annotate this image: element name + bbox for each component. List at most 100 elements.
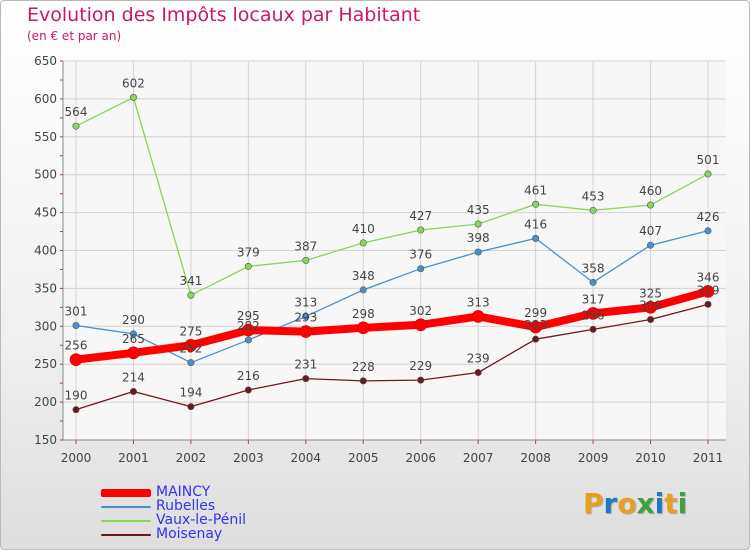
data-point-rubelles bbox=[647, 241, 655, 249]
data-point-vaux-le-pénil bbox=[72, 122, 80, 130]
data-label-vaux-le-pénil: 460 bbox=[639, 184, 662, 198]
y-tick-label: 150 bbox=[34, 433, 57, 447]
x-tick-label: 2003 bbox=[233, 451, 264, 465]
legend-label: Rubelles bbox=[156, 498, 216, 514]
data-point-vaux-le-pénil bbox=[417, 226, 425, 234]
data-label-maincy: 313 bbox=[467, 295, 490, 309]
data-point-vaux-le-pénil bbox=[359, 239, 367, 247]
data-label-maincy: 265 bbox=[122, 332, 145, 346]
logo-letter: r bbox=[603, 487, 618, 520]
data-point-moisenay bbox=[532, 335, 540, 343]
logo-letter: P bbox=[583, 487, 604, 520]
x-tick-label: 2000 bbox=[61, 451, 92, 465]
legend-item: Moisenay bbox=[101, 526, 301, 542]
data-label-vaux-le-pénil: 435 bbox=[467, 203, 490, 217]
data-label-vaux-le-pénil: 461 bbox=[524, 183, 547, 197]
data-label-maincy: 325 bbox=[639, 286, 662, 300]
data-label-vaux-le-pénil: 501 bbox=[697, 153, 720, 167]
data-point-vaux-le-pénil bbox=[474, 220, 482, 228]
data-label-rubelles: 398 bbox=[467, 231, 490, 245]
x-tick-label: 2008 bbox=[520, 451, 551, 465]
data-label-rubelles: 301 bbox=[65, 305, 88, 319]
data-label-rubelles: 282 bbox=[237, 319, 260, 333]
y-tick-label: 600 bbox=[34, 92, 57, 106]
data-point-moisenay bbox=[474, 369, 482, 377]
data-label-vaux-le-pénil: 341 bbox=[179, 274, 202, 288]
y-tick-label: 650 bbox=[34, 54, 57, 68]
data-point-rubelles bbox=[704, 227, 712, 235]
data-label-vaux-le-pénil: 564 bbox=[65, 105, 88, 119]
data-point-vaux-le-pénil bbox=[187, 291, 195, 299]
data-label-maincy: 317 bbox=[582, 292, 605, 306]
data-point-moisenay bbox=[589, 325, 597, 333]
data-point-moisenay bbox=[244, 386, 252, 394]
data-point-maincy bbox=[529, 320, 542, 334]
data-point-maincy bbox=[242, 323, 255, 337]
data-label-vaux-le-pénil: 379 bbox=[237, 245, 260, 259]
legend-item: Vaux-le-Pénil bbox=[101, 512, 301, 528]
data-point-rubelles bbox=[187, 359, 195, 367]
y-tick-label: 200 bbox=[34, 395, 57, 409]
data-point-rubelles bbox=[302, 312, 310, 320]
data-point-moisenay bbox=[704, 300, 712, 308]
x-tick-label: 2006 bbox=[405, 451, 436, 465]
data-label-rubelles: 313 bbox=[294, 295, 317, 309]
data-point-rubelles bbox=[589, 278, 597, 286]
data-label-moisenay: 239 bbox=[467, 352, 490, 366]
y-tick-label: 450 bbox=[34, 206, 57, 220]
data-label-vaux-le-pénil: 602 bbox=[122, 76, 145, 90]
data-point-maincy bbox=[644, 301, 657, 314]
data-label-rubelles: 348 bbox=[352, 269, 375, 283]
data-label-rubelles: 290 bbox=[122, 313, 145, 327]
y-tick-label: 250 bbox=[34, 357, 57, 371]
data-point-moisenay bbox=[72, 406, 80, 414]
data-point-maincy bbox=[586, 307, 600, 320]
data-label-moisenay: 194 bbox=[179, 386, 202, 400]
data-label-rubelles: 407 bbox=[639, 224, 662, 238]
logo-letter: x bbox=[636, 487, 655, 520]
data-label-moisenay: 216 bbox=[237, 369, 260, 383]
x-tick-label: 2004 bbox=[291, 451, 322, 465]
data-label-moisenay: 228 bbox=[352, 360, 375, 374]
legend-swatch bbox=[101, 520, 151, 522]
logo-letter: t bbox=[664, 487, 678, 520]
data-point-moisenay bbox=[647, 315, 655, 323]
data-point-rubelles bbox=[417, 265, 425, 273]
data-label-vaux-le-pénil: 410 bbox=[352, 222, 375, 236]
data-label-moisenay: 231 bbox=[294, 358, 317, 372]
data-label-vaux-le-pénil: 387 bbox=[294, 239, 317, 253]
data-label-vaux-le-pénil: 427 bbox=[409, 209, 432, 223]
data-point-moisenay bbox=[129, 387, 137, 395]
logo-letter: i bbox=[654, 487, 665, 520]
series-line-vaux-le-pénil bbox=[75, 96, 709, 296]
data-label-moisenay: 190 bbox=[65, 389, 88, 403]
data-label-rubelles: 426 bbox=[697, 210, 720, 224]
chart-title: Evolution des Impôts locaux par Habitant bbox=[27, 4, 421, 26]
x-tick-label: 2002 bbox=[176, 451, 207, 465]
chart-subtitle: (en € et par an) bbox=[27, 29, 122, 43]
y-tick-label: 350 bbox=[34, 281, 57, 295]
data-label-moisenay: 296 bbox=[582, 308, 605, 322]
data-label-maincy: 256 bbox=[65, 339, 88, 353]
data-point-rubelles bbox=[244, 336, 252, 344]
data-point-moisenay bbox=[187, 403, 195, 411]
data-label-moisenay: 229 bbox=[409, 359, 432, 373]
data-label-rubelles: 416 bbox=[524, 217, 547, 231]
data-point-rubelles bbox=[129, 330, 137, 338]
legend-label: MAINCY bbox=[156, 484, 211, 500]
y-tick-label: 500 bbox=[34, 168, 57, 182]
x-tick-label: 2005 bbox=[348, 451, 379, 465]
legend-label: Moisenay bbox=[156, 526, 223, 542]
x-tick-label: 2010 bbox=[635, 451, 666, 465]
legend-item: Rubelles bbox=[101, 498, 301, 514]
data-label-moisenay: 214 bbox=[122, 370, 145, 384]
data-label-rubelles: 358 bbox=[582, 261, 605, 275]
data-point-vaux-le-pénil bbox=[129, 93, 137, 101]
data-point-vaux-le-pénil bbox=[647, 201, 655, 209]
data-point-rubelles bbox=[532, 234, 540, 242]
data-point-maincy bbox=[184, 338, 198, 352]
data-label-maincy: 295 bbox=[237, 309, 260, 323]
data-point-rubelles bbox=[359, 286, 367, 294]
y-tick-label: 300 bbox=[34, 319, 57, 333]
